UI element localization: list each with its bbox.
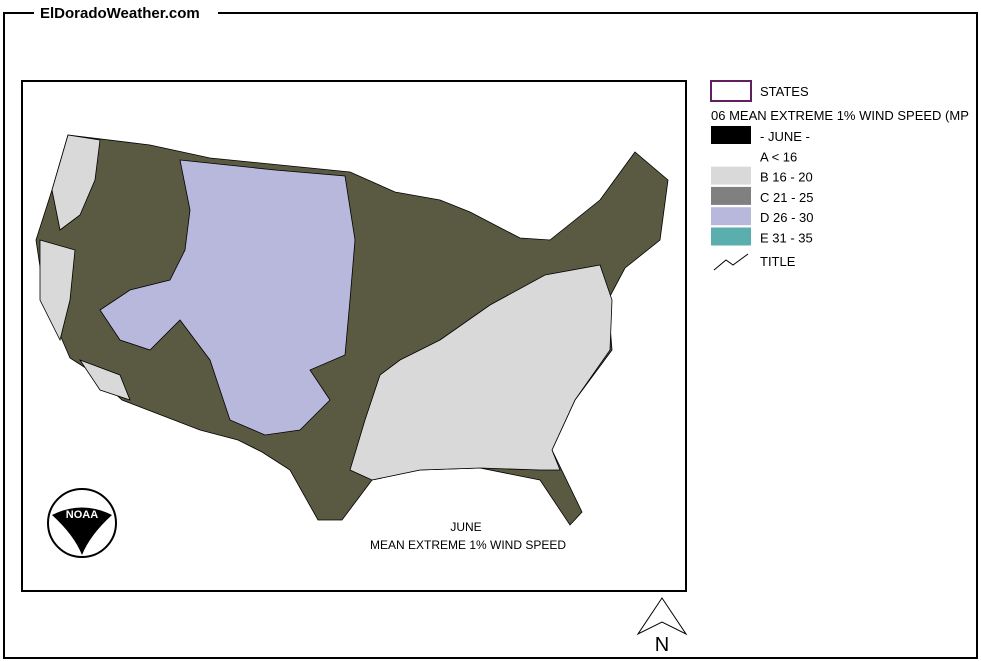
legend-label: A < 16: [760, 149, 797, 164]
region: [78, 359, 131, 401]
outer-frame: [3, 12, 978, 659]
region: [51, 134, 101, 231]
us-map: [35, 134, 669, 526]
legend-label: D 26 - 30: [760, 210, 813, 225]
legend-layer: STATES: [760, 84, 809, 99]
legend-swatch: [711, 186, 751, 205]
region: [99, 159, 356, 436]
north-arrow: N: [636, 597, 688, 656]
noaa-logo: NOAA: [47, 488, 117, 558]
logo-bird: [52, 507, 112, 555]
map-annotation: JUNE: [450, 520, 481, 534]
legend-swatch: [711, 227, 751, 246]
legend-label: B 16 - 20: [760, 170, 813, 185]
logo-text: NOAA: [66, 509, 98, 521]
legend-swatch: [711, 146, 751, 165]
site-title: ElDoradoWeather.com: [40, 5, 200, 22]
title-bg: [34, 4, 218, 22]
states-swatch: [710, 80, 752, 102]
legend-swatch: [711, 207, 751, 226]
north-label: N: [655, 634, 669, 656]
legend: STATES 06 MEAN EXTREME 1% WIND SPEED (MP…: [710, 80, 969, 271]
north-arrow-shape: [636, 597, 688, 636]
legend-swatch: [711, 126, 751, 144]
region: [39, 239, 76, 342]
legend-label: C 21 - 25: [760, 190, 813, 205]
title-icon: [713, 253, 749, 271]
map-annotation: MEAN EXTREME 1% WIND SPEED: [370, 538, 566, 552]
legend-layer: 06 MEAN EXTREME 1% WIND SPEED (MP: [711, 108, 969, 123]
legend-swatch: [711, 166, 751, 185]
legend-label: - JUNE -: [760, 129, 810, 144]
region: [349, 264, 613, 481]
legend-layer: TITLE: [760, 254, 796, 269]
legend-label: E 31 - 35: [760, 231, 813, 246]
